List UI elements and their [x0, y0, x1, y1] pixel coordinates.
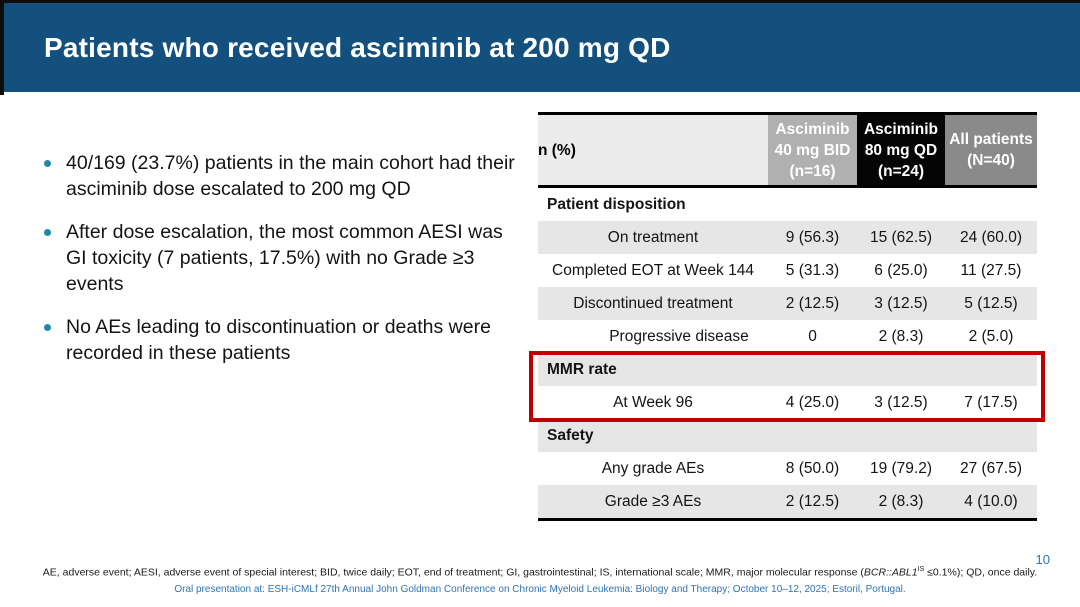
bullet-text: No AEs leading to discontinuation or dea… [66, 316, 491, 364]
table-cell: 7 (17.5) [964, 393, 1018, 411]
table-cell: 24 (60.0) [959, 228, 1023, 246]
footnote-part2: ≤0.1%); QD, once daily. [924, 566, 1038, 579]
table-cell: 3 (12.5) [874, 294, 928, 312]
table-cell: 11 (27.5) [960, 261, 1022, 279]
section-label: Patient disposition [547, 195, 686, 213]
footnote-part1: AE, adverse event; AESI, adverse event o… [42, 566, 864, 579]
page-number: 10 [1035, 552, 1050, 567]
bullet-item: No AEs leading to discontinuation or dea… [42, 314, 524, 366]
footnote-gene-italic: BCR::ABL1 [863, 566, 918, 579]
table-cell: 2 (12.5) [785, 294, 840, 312]
section-label: Safety [547, 426, 594, 444]
column-header-asciminib-40mg-bid: Asciminib 40 mg BID (n=16) [768, 113, 857, 188]
table-corner-header: n (%) [538, 113, 768, 188]
bullet-dot-icon [44, 160, 51, 167]
results-table: n (%) Asciminib 40 mg BID (n=16) Ascimin… [538, 112, 1037, 521]
footnote-text: AE, adverse event; AESI, adverse event o… [0, 566, 1080, 579]
table-cell: 6 (25.0) [874, 261, 928, 279]
table-row-completed-eot: Completed EOT at Week 144 5 (31.3) 6 (25… [538, 254, 1037, 287]
bullet-list: 40/169 (23.7%) patients in the main coho… [42, 150, 524, 383]
bullet-text: 40/169 (23.7%) patients in the main coho… [66, 152, 515, 200]
table-cell: 15 (62.5) [869, 228, 933, 246]
row-label: Any grade AEs [601, 459, 705, 477]
table-cell: 2 (8.3) [878, 327, 924, 345]
table-cell: 5 (31.3) [785, 261, 840, 279]
table-cell: 5 (12.5) [964, 294, 1018, 312]
mmr-highlight-box [529, 351, 1045, 422]
slide-left-edge [0, 0, 4, 95]
slide-top-edge [0, 0, 1080, 3]
section-label: MMR rate [547, 360, 617, 378]
table-cell: 3 (12.5) [874, 393, 928, 411]
row-label: On treatment [607, 228, 699, 246]
table-row-any-grade-aes: Any grade AEs 8 (50.0) 19 (79.2) 27 (67.… [538, 452, 1037, 485]
table-row-grade-3-aes: Grade ≥3 AEs 2 (12.5) 2 (8.3) 4 (10.0) [538, 485, 1037, 520]
table-row-safety: Safety [538, 419, 1037, 452]
table-cell: 4 (10.0) [964, 492, 1018, 510]
table-row-discontinued-treatment: Discontinued treatment 2 (12.5) 3 (12.5)… [538, 287, 1037, 320]
row-label: Completed EOT at Week 144 [552, 261, 754, 279]
bullet-dot-icon [44, 324, 51, 331]
column-header-asciminib-80mg-qd: Asciminib 80 mg QD (n=24) [857, 113, 945, 188]
bullet-item: After dose escalation, the most common A… [42, 219, 524, 297]
table-row-mmr-rate: MMR rate [538, 353, 1037, 386]
table-cell: 2 (8.3) [878, 492, 924, 510]
table-cell: 27 (67.5) [959, 459, 1023, 477]
citation-text: Oral presentation at: ESH-iCMLf 27th Ann… [174, 584, 906, 595]
title-bar: Patients who received asciminib at 200 m… [4, 3, 1080, 92]
bullet-text: After dose escalation, the most common A… [66, 221, 503, 295]
table-cell: 2 (5.0) [968, 327, 1014, 345]
column-header-all-patients: All patients (N=40) [945, 113, 1037, 188]
table-cell: 2 (12.5) [785, 492, 840, 510]
bullet-item: 40/169 (23.7%) patients in the main coho… [42, 150, 524, 202]
row-label: Discontinued treatment [573, 294, 733, 312]
table-header-row: n (%) Asciminib 40 mg BID (n=16) Ascimin… [538, 113, 1037, 188]
slide-title: Patients who received asciminib at 200 m… [44, 31, 671, 63]
table-cell: 19 (79.2) [869, 459, 933, 477]
table-row-on-treatment: On treatment 9 (56.3) 15 (62.5) 24 (60.0… [538, 221, 1037, 254]
table-cell: 8 (50.0) [785, 459, 840, 477]
bullet-dot-icon [44, 229, 51, 236]
table-row-at-week-96: At Week 96 4 (25.0) 3 (12.5) 7 (17.5) [538, 386, 1037, 419]
table-cell: 4 (25.0) [785, 393, 840, 411]
row-label: At Week 96 [613, 393, 693, 411]
footnote-gene-superscript: IS [917, 566, 925, 573]
table-row-progressive-disease: Progressive disease 0 2 (8.3) 2 (5.0) [538, 320, 1037, 353]
row-label: Progressive disease [609, 327, 749, 345]
table-row-patient-disposition: Patient disposition [538, 187, 1037, 222]
table-cell: 9 (56.3) [785, 228, 840, 246]
table-cell: 0 [808, 327, 817, 345]
row-label: Grade ≥3 AEs [604, 492, 702, 510]
